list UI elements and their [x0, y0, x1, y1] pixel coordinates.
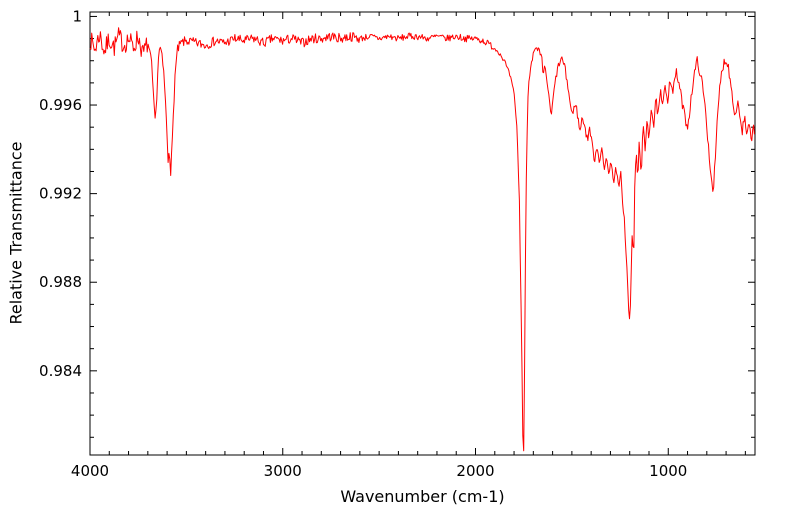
x-tick-label: 1000: [649, 462, 687, 480]
y-tick-label: 0.988: [39, 273, 82, 291]
x-tick-label: 3000: [264, 462, 302, 480]
spectrum-line: [89, 27, 755, 452]
y-tick-label: 0.992: [39, 185, 82, 203]
y-tick-label: 1: [72, 7, 82, 25]
y-tick-label: 0.996: [39, 96, 82, 114]
x-axis-title: Wavenumber (cm-1): [340, 487, 505, 506]
y-axis-title: Relative Transmittance: [6, 141, 26, 325]
y-tick-label: 0.984: [39, 362, 82, 380]
x-tick-label: 2000: [456, 462, 494, 480]
x-tick-label: 4000: [71, 462, 109, 480]
plot-frame: [89, 11, 756, 456]
